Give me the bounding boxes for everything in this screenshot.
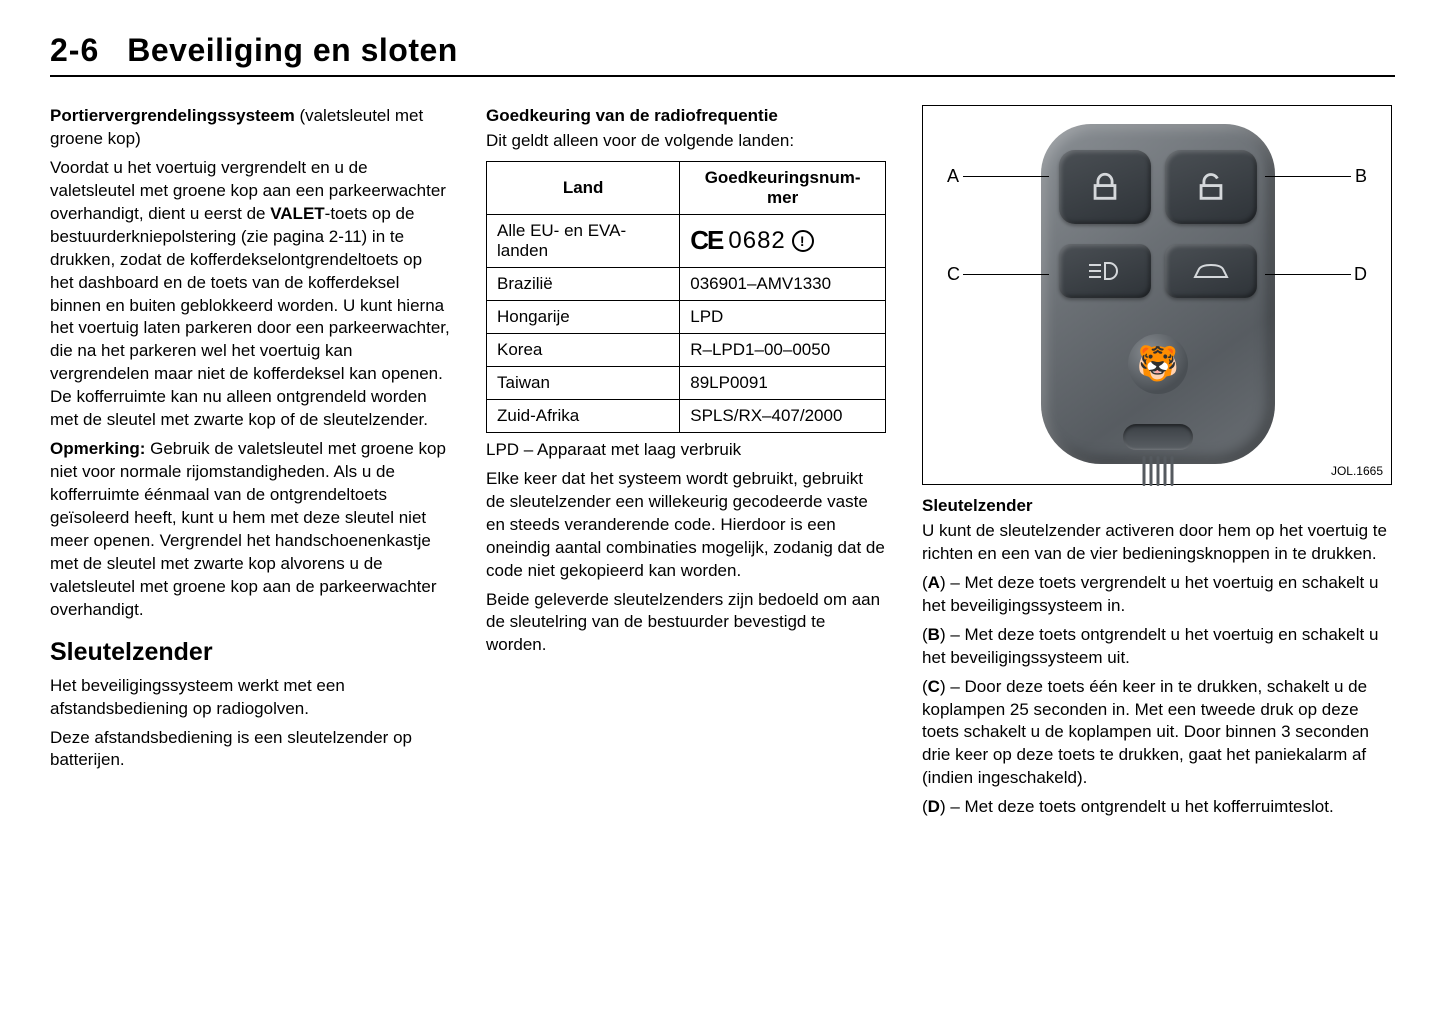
leader-d xyxy=(1265,274,1351,275)
ce-mark-icon: CE xyxy=(690,225,722,256)
opmerking-label: Opmerking: xyxy=(50,439,145,458)
table-row: HongarijeLPD xyxy=(487,300,886,333)
column-2: Goedkeuring van de radiofrequentie Dit g… xyxy=(486,105,886,825)
th-num: Goedkeuringsnum-mer xyxy=(680,161,886,214)
cell-num: 89LP0091 xyxy=(680,366,886,399)
valet-heading-bold: Portiervergrendelingssysteem xyxy=(50,106,295,125)
table-row: Brazilië036901–AMV1330 xyxy=(487,267,886,300)
rf-sub: Dit geldt alleen voor de volgende landen… xyxy=(486,130,886,153)
button-desc-item: (B) – Met deze toets ontgrendelt u het v… xyxy=(922,624,1392,670)
table-row: Zuid-AfrikaSPLS/RX–407/2000 xyxy=(487,399,886,432)
button-desc-item: (C) – Door deze toets één keer in te dru… xyxy=(922,676,1392,791)
figure-label-d: D xyxy=(1354,264,1367,285)
headlamp-icon xyxy=(1085,259,1125,283)
cell-land: Alle EU- en EVA-landen xyxy=(487,214,680,267)
leader-c xyxy=(963,274,1049,275)
section-sleutelzender-heading: Sleutelzender xyxy=(50,638,450,667)
sz-heading: Sleutelzender xyxy=(922,495,1392,518)
button-descriptions: (A) – Met deze toets vergrendelt u het v… xyxy=(922,572,1392,819)
para-valet-heading: Portiervergrendelingssysteem (valetsleut… xyxy=(50,105,450,151)
figure-label-b: B xyxy=(1355,166,1367,187)
remote-ring-wires xyxy=(1143,456,1174,486)
table-row: Alle EU- en EVA-landenCE 0682 ! xyxy=(487,214,886,267)
remote-button-unlock xyxy=(1165,150,1257,224)
remote-figure: 🐯 A B C D JOL.1665 xyxy=(922,105,1392,485)
para-valet-body: Voordat u het voertuig vergrendelt en u … xyxy=(50,157,450,432)
table-row: Taiwan89LP0091 xyxy=(487,366,886,399)
column-1: Portiervergrendelingssysteem (valetsleut… xyxy=(50,105,450,825)
figure-label-c: C xyxy=(947,264,960,285)
remote-ring-slot xyxy=(1123,424,1193,450)
para-sz-2: Deze afstandsbediening is een sleutelzen… xyxy=(50,727,450,773)
approval-tbody: Alle EU- en EVA-landenCE 0682 !Brazilië0… xyxy=(487,214,886,432)
cell-land: Zuid-Afrika xyxy=(487,399,680,432)
leader-a xyxy=(963,176,1049,177)
lpd-note: LPD – Apparaat met laag verbruik xyxy=(486,439,886,462)
button-desc-item: (A) – Met deze toets vergrendelt u het v… xyxy=(922,572,1392,618)
rf-p1: Elke keer dat het systeem wordt gebruikt… xyxy=(486,468,886,583)
th-land: Land xyxy=(487,161,680,214)
leader-b xyxy=(1265,176,1351,177)
remote-button-headlamp xyxy=(1059,244,1151,298)
figure-label-a: A xyxy=(947,166,959,187)
para-opmerking: Opmerking: Gebruik de valetsleutel met g… xyxy=(50,438,450,622)
chapter-title: Beveiliging en sloten xyxy=(127,32,458,68)
cell-land: Taiwan xyxy=(487,366,680,399)
approval-table: Land Goedkeuringsnum-mer Alle EU- en EVA… xyxy=(486,161,886,433)
cell-num: 036901–AMV1330 xyxy=(680,267,886,300)
rf-p2: Beide geleverde sleutelzenders zijn bedo… xyxy=(486,589,886,658)
unlock-icon xyxy=(1194,170,1228,204)
cell-land: Korea xyxy=(487,333,680,366)
remote-button-lock xyxy=(1059,150,1151,224)
cell-num: LPD xyxy=(680,300,886,333)
table-row: KoreaR–LPD1–00–0050 xyxy=(487,333,886,366)
alert-circle-icon: ! xyxy=(792,230,814,252)
cell-land: Hongarije xyxy=(487,300,680,333)
remote-body: 🐯 xyxy=(1041,124,1275,464)
remote-button-trunk xyxy=(1165,244,1257,298)
button-desc-item: (D) – Met deze toets ontgrendelt u het k… xyxy=(922,796,1392,819)
valet-keyword: VALET xyxy=(270,204,324,223)
sz-intro: U kunt de sleutelzender activeren door h… xyxy=(922,520,1392,566)
cell-land: Brazilië xyxy=(487,267,680,300)
figure-caption: JOL.1665 xyxy=(1331,464,1383,478)
rf-heading: Goedkeuring van de radiofrequentie xyxy=(486,105,886,128)
trunk-icon xyxy=(1191,259,1231,283)
page-number: 2-6 xyxy=(50,32,99,68)
lock-icon xyxy=(1088,170,1122,204)
remote-crest-icon: 🐯 xyxy=(1128,334,1188,394)
content-columns: Portiervergrendelingssysteem (valetsleut… xyxy=(50,105,1395,825)
page-title: 2-6 Beveiliging en sloten xyxy=(50,32,1395,69)
cell-num: SPLS/RX–407/2000 xyxy=(680,399,886,432)
column-3: 🐯 A B C D JOL.1665 Sleutelzender U kunt … xyxy=(922,105,1392,825)
cell-num: R–LPD1–00–0050 xyxy=(680,333,886,366)
para-sz-1: Het beveiligingssysteem werkt met een af… xyxy=(50,675,450,721)
cell-num: CE 0682 ! xyxy=(680,214,886,267)
page-header: 2-6 Beveiliging en sloten xyxy=(50,32,1395,77)
